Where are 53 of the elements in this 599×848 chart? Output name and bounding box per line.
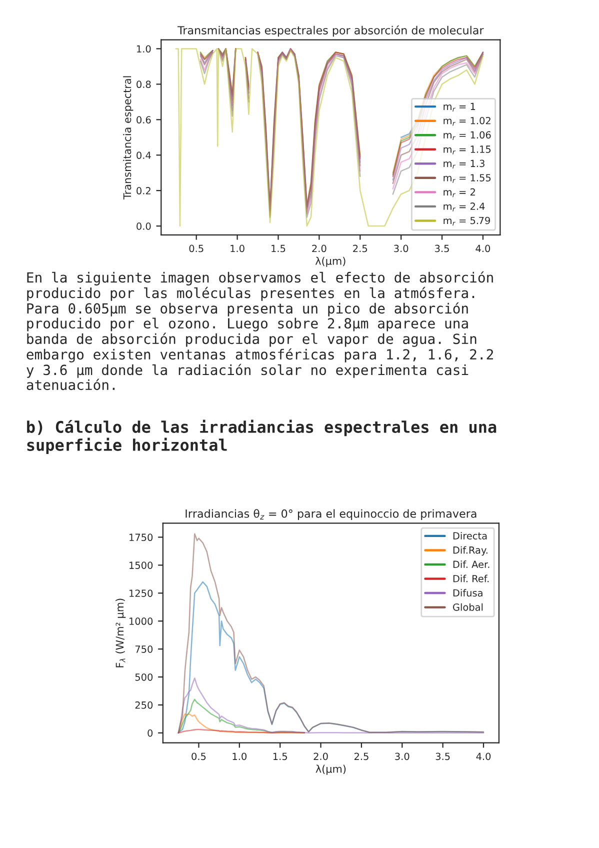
x-tick-label: 4.0 [476, 752, 491, 760]
chart-title: Transmitancias espectrales por absorción de molecular [177, 25, 484, 37]
x-tick-label: 0.5 [192, 752, 206, 760]
legend-label: m$_{r}$ = 1 [444, 102, 476, 112]
y-axis-title: Transmitancia espectral [123, 76, 134, 200]
legend-label: m$_{r}$ = 1.55 [444, 174, 491, 183]
y-tick-label: 0.8 [136, 80, 151, 88]
x-tick-label: 2.5 [354, 752, 368, 760]
y-tick-label: 0.4 [136, 152, 151, 159]
y-tick-label: 750 [135, 646, 153, 653]
x-axis-title: λ(μm) [315, 256, 346, 267]
y-tick-label: 1.0 [137, 45, 151, 53]
y-tick-label: 250 [135, 701, 153, 709]
legend-label: Global [453, 603, 483, 611]
legend-label: Dif.Ray. [453, 546, 488, 556]
x-tick-label: 3.0 [395, 752, 410, 760]
x-tick-label: 1.5 [272, 244, 286, 252]
y-tick-label: 0 [148, 729, 153, 737]
legend-label: Dif. Ref. [453, 574, 489, 582]
x-tick-label: 1.5 [273, 752, 287, 760]
x-axis-title: λ(μm) [316, 764, 346, 775]
y-tick-label: 1750 [130, 534, 153, 542]
legend-label: m$_{r}$ = 1.3 [444, 160, 484, 169]
text: b) Cálculo de las irradiancias espectrales en una superficie horizontal [27, 420, 496, 454]
legend-label: m$_{r}$ = 2.4 [444, 202, 485, 212]
legend-label: m$_{r}$ = 2 [444, 188, 475, 198]
x-tick-label: 0.5 [189, 244, 204, 252]
x-tick-label: 2.5 [353, 244, 368, 252]
legend-label: Dif. Aer. [453, 560, 490, 568]
x-tick-label: 2.0 [314, 752, 328, 760]
legend-label: m$_{r}$ = 1.06 [444, 131, 491, 140]
legend-label: Directa [453, 532, 487, 540]
legend-label: m$_{r}$ = 1.02 [444, 116, 490, 126]
x-tick-label: 4.0 [476, 244, 490, 252]
legend-label: m$_{r}$ = 1.15 [444, 146, 491, 154]
text: En la siguiente imagen observamos el efecto de absorción producido por las moléculas presentes en la atmósfera. Para 0.605μm se observa presenta un pico de absorción producido por el ozono. Luego sobre 2.8μm aparece una banda de absorción producida por el vapor de agua. Sin embargo existen ventanas atmosféricas para 1.2, 1.6, 2.2 y 3.6 μm donde la radiación solar no experimenta casi atenuación. [26, 271, 493, 390]
y-tick-label: 1500 [130, 562, 153, 569]
y-tick-label: 1250 [130, 590, 153, 597]
y-tick-label: 0.0 [136, 222, 151, 230]
x-tick-label: 1.0 [230, 244, 244, 252]
y-axis-title: F$_{λ}$ (W/m² μm) [116, 598, 126, 668]
legend-label: m$_{r}$ = 5.79 [444, 216, 490, 226]
y-tick-label: 0.2 [136, 187, 150, 194]
x-tick-label: 3.0 [394, 244, 408, 252]
legend-label: Difusa [453, 589, 482, 597]
x-tick-label: 2.0 [312, 244, 326, 252]
x-tick-label: 3.5 [435, 244, 449, 252]
chart-title: Irradiancias θ$_{z}$ = 0° para el equinoccio de primavera [186, 509, 476, 520]
x-tick-label: 3.5 [436, 752, 450, 760]
y-tick-label: 500 [135, 673, 153, 681]
y-tick-label: 1000 [130, 618, 153, 625]
y-tick-label: 0.6 [136, 116, 151, 124]
x-tick-label: 1.0 [232, 752, 246, 760]
